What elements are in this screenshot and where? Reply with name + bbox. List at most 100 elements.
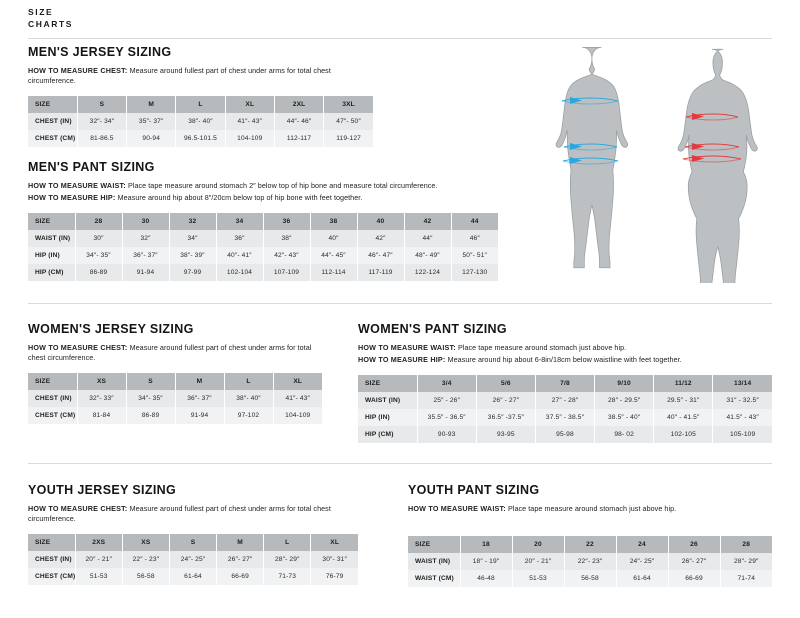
howto-label: HOW TO MEASURE HIP:	[358, 355, 446, 365]
howto-line: HOW TO MEASURE WAIST: Place tape measure…	[408, 504, 772, 514]
cell: 29.5″ - 31″	[653, 391, 714, 409]
male-hip-measure-line	[562, 157, 619, 165]
table-header-row: SIZE 18 20 22 24 26 28	[408, 536, 772, 554]
cell: 46″	[451, 229, 498, 247]
col-header: M	[216, 533, 265, 551]
cell: 127-130	[451, 263, 498, 281]
col-header: M	[175, 372, 225, 390]
table-womens-pant: SIZE 3/4 5/6 7/8 9/10 11/12 13/14 WAIST …	[358, 374, 772, 443]
howto-line: HOW TO MEASURE WAIST: Place tape measure…	[358, 343, 772, 353]
cell: 20″ - 21″	[75, 550, 123, 568]
cell: 41.5″ - 43″	[712, 408, 772, 426]
table-row: HIP (CM) 90-93 93-95 95-98 98- 02 102-10…	[358, 425, 772, 443]
table-row: WAIST (IN) 18″ - 19″ 20″ - 21″ 22″- 23″ …	[408, 553, 772, 571]
cell: 66-69	[216, 567, 265, 585]
cell: 24″- 25″	[169, 550, 218, 568]
cell: 36″- 37″	[122, 246, 170, 264]
cell: 41″- 43″	[225, 112, 275, 130]
cell: 30″- 31″	[310, 550, 358, 568]
col-header: 11/12	[653, 374, 714, 392]
col-header: L	[175, 95, 226, 113]
col-header: 28	[75, 212, 123, 230]
col-header: 30	[122, 212, 170, 230]
col-header: S	[77, 95, 128, 113]
cell: 41″- 43″	[273, 389, 322, 407]
cell: 32″- 34″	[77, 112, 128, 130]
table-header-row: SIZE S M L XL 2XL 3XL	[28, 95, 373, 113]
cell: 90-93	[417, 425, 477, 443]
col-header: 38	[310, 212, 358, 230]
col-header: SIZE	[358, 374, 418, 392]
cell: 22″- 23″	[564, 553, 617, 571]
col-header: XS	[77, 372, 127, 390]
cell: 71-73	[263, 567, 312, 585]
cell: 44″- 45″	[310, 246, 358, 264]
cell: 38.5″ - 40″	[594, 408, 655, 426]
cell: 37.5″ - 38.5″	[535, 408, 596, 426]
col-header: 7/8	[535, 374, 596, 392]
col-header: SIZE	[28, 95, 78, 113]
howto-label: HOW TO MEASURE WAIST:	[358, 343, 456, 352]
col-header: 28	[720, 536, 772, 554]
cell: 40″ - 41.5″	[653, 408, 714, 426]
howto-text: Measure around fullest part of chest und…	[28, 66, 331, 86]
cell: 50″- 51″	[451, 246, 498, 264]
section-title: WOMEN'S PANT SIZING	[358, 322, 507, 336]
col-header: 20	[512, 536, 565, 554]
howto-line: HOW TO MEASURE HIP: Measure around hip a…	[28, 193, 498, 203]
divider-women	[28, 303, 772, 304]
cell: 76-79	[310, 567, 358, 585]
col-header: 3XL	[323, 95, 373, 113]
section-mens-jersey: MEN'S JERSEY SIZING HOW TO MEASURE CHEST…	[28, 45, 373, 147]
female-hip-measure-line	[682, 155, 742, 163]
col-header: 13/14	[712, 374, 772, 392]
cell: 90-94	[126, 129, 177, 147]
howto-line: HOW TO MEASURE CHEST: Measure around ful…	[28, 66, 373, 87]
cell: 81-86.5	[77, 129, 128, 147]
howto-text: Measure around hip about 6-8in/18cm belo…	[445, 355, 682, 365]
table-row: CHEST (IN) 32″- 33″ 34″- 35″ 36″- 37″ 38…	[28, 389, 322, 407]
cell: 26″- 27″	[216, 550, 265, 568]
table-row: WAIST (CM) 46-48 51-53 56-58 61-64 66-69…	[408, 570, 772, 588]
row-label: CHEST (IN)	[28, 389, 78, 407]
row-label: WAIST (IN)	[408, 553, 461, 571]
section-mens-pant: MEN'S PANT SIZING HOW TO MEASURE WAIST: …	[28, 160, 498, 281]
cell: 91-94	[175, 406, 225, 424]
cell: 51-53	[512, 570, 565, 588]
howto-text: Measure around hip about 8″/20cm below t…	[115, 193, 363, 203]
cell: 35.5″ - 36.5″	[417, 408, 477, 426]
section-youth-jersey: YOUTH JERSEY SIZING HOW TO MEASURE CHEST…	[28, 483, 358, 585]
row-label: CHEST (CM)	[28, 406, 78, 424]
howto-text: Place tape measure around stomach just a…	[505, 504, 677, 513]
table-row: CHEST (CM) 81-84 86-89 91-94 97-102 104-…	[28, 406, 322, 424]
col-header: SIZE	[408, 536, 461, 554]
table-row: HIP (CM) 86-89 91-94 97-99 102-104 107-1…	[28, 263, 498, 281]
col-header: XL	[310, 533, 358, 551]
table-row: HIP (IN) 34″- 35″ 36″- 37″ 38″- 39″ 40″-…	[28, 246, 498, 264]
table-row: WAIST (IN) 25″ - 26″ 26″ - 27″ 27″ - 28″…	[358, 391, 772, 409]
col-header: 5/6	[476, 374, 536, 392]
cell: 24″- 25″	[616, 553, 669, 571]
cell: 34″	[169, 229, 217, 247]
cell: 46″- 47″	[357, 246, 405, 264]
table-youth-jersey: SIZE 2XS XS S M L XL CHEST (IN) 20″ - 21…	[28, 533, 358, 585]
cell: 86-89	[75, 263, 123, 281]
row-label: CHEST (IN)	[28, 112, 78, 130]
page-title: SIZE CHARTS	[28, 6, 73, 30]
cell: 44″	[404, 229, 452, 247]
row-label: CHEST (CM)	[28, 567, 76, 585]
howto-label: HOW TO MEASURE WAIST:	[408, 504, 506, 513]
col-header: S	[169, 533, 218, 551]
col-header: 2XL	[274, 95, 325, 113]
table-row: CHEST (IN) 32″- 34″ 35″- 37″ 38″- 40″ 41…	[28, 112, 373, 130]
cell: 32″	[122, 229, 170, 247]
cell: 38″- 40″	[175, 112, 226, 130]
cell: 36″- 37″	[175, 389, 225, 407]
cell: 34″- 35″	[126, 389, 176, 407]
cell: 36″	[216, 229, 264, 247]
row-label: HIP (IN)	[358, 408, 418, 426]
masthead-line-1: SIZE	[28, 7, 54, 17]
col-header: L	[263, 533, 312, 551]
cell: 18″ - 19″	[460, 553, 513, 571]
cell: 26″ - 27″	[476, 391, 536, 409]
